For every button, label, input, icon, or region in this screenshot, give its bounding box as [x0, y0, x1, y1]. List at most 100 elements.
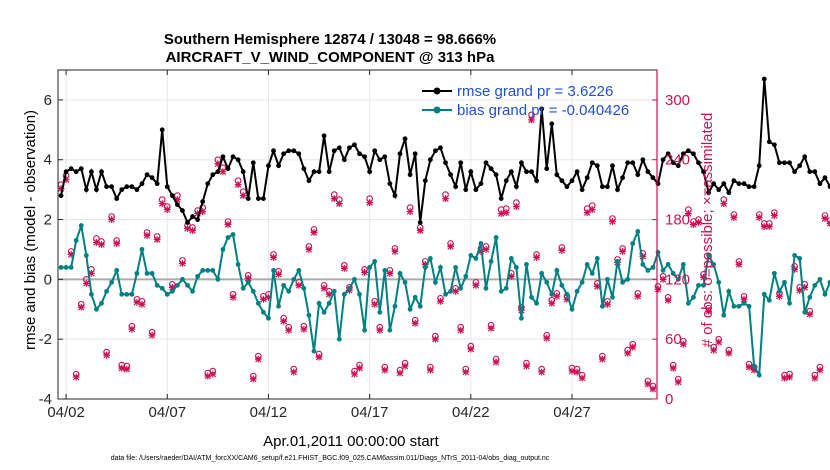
bias-point	[392, 303, 398, 309]
bias-point	[807, 294, 813, 300]
rmse-point	[529, 169, 534, 175]
obs-assimilated-marker	[695, 219, 702, 226]
x-tick-label: 04/22	[452, 404, 490, 421]
rmse-point	[787, 160, 792, 166]
bias-point	[240, 285, 246, 291]
bias-point	[174, 282, 180, 288]
bias-point	[559, 282, 565, 288]
bias-point	[139, 247, 145, 252]
obs-assimilated-marker	[254, 355, 262, 363]
rmse-point	[83, 187, 89, 193]
bias-point	[422, 265, 428, 270]
obs-assimilated-marker	[715, 338, 723, 346]
bias-point	[473, 256, 479, 261]
obs-assimilated-marker	[760, 223, 768, 230]
rmse-point	[306, 178, 312, 184]
bias-point	[185, 282, 190, 288]
bias-point	[291, 276, 297, 282]
rmse-point	[250, 160, 256, 166]
rmse-point	[458, 160, 464, 166]
bias-point	[83, 253, 89, 258]
obs-assimilated-marker	[700, 273, 707, 281]
obs-assimilated-marker	[285, 326, 293, 334]
bias-point	[761, 291, 767, 297]
bias-point	[124, 291, 130, 297]
bias-point	[154, 282, 160, 288]
bias-point	[382, 267, 388, 273]
obs-assimilated-marker	[548, 299, 556, 307]
rmse-point	[245, 196, 251, 202]
obs-assimilated-marker	[487, 324, 495, 332]
bias-point	[210, 267, 216, 273]
obs-assimilated-marker	[669, 364, 677, 372]
y-tick-label-right: 120	[665, 271, 690, 288]
bias-point	[250, 288, 256, 294]
obs-assimilated-marker	[588, 206, 596, 213]
bias-point	[579, 279, 585, 285]
rmse-point	[716, 187, 722, 193]
x-tick-label: 04/12	[250, 404, 288, 421]
rmse-point	[104, 184, 109, 190]
obs-assimilated-marker	[421, 261, 429, 268]
bias-point	[134, 270, 140, 276]
obs-assimilated-marker	[153, 236, 161, 243]
y-axis-label-left: rmse and bias (model - observation)	[22, 110, 39, 350]
bias-point	[306, 312, 312, 318]
obs-assimilated-marker	[305, 246, 313, 253]
rmse-point	[372, 148, 378, 154]
rmse-point	[731, 178, 737, 184]
rmse-point	[180, 208, 185, 213]
bias-point	[817, 276, 823, 282]
bias-point	[782, 279, 787, 285]
bias-point	[787, 300, 792, 306]
rmse-point	[797, 163, 803, 169]
rmse-point	[564, 184, 570, 190]
obs-assimilated-marker	[735, 261, 743, 268]
bias-point	[589, 270, 595, 276]
bias-line	[61, 225, 830, 379]
obs-assimilated-marker	[604, 300, 611, 308]
rmse-point	[630, 160, 636, 166]
bias-point	[721, 312, 727, 318]
rmse-point	[215, 169, 221, 175]
obs-assimilated-marker	[770, 212, 778, 219]
obs-assimilated-marker	[275, 270, 282, 278]
obs-assimilated-marker	[295, 281, 303, 289]
obs-assimilated-marker	[730, 214, 738, 221]
bias-point	[670, 270, 676, 276]
rmse-point	[220, 154, 226, 160]
bias-point	[362, 327, 367, 333]
rmse-point	[680, 151, 686, 157]
rmse-point	[68, 166, 74, 172]
obs-count-markers	[57, 111, 830, 393]
rmse-point	[675, 163, 681, 169]
obs-assimilated-marker	[755, 214, 763, 221]
rmse-point	[777, 160, 782, 166]
bias-point	[771, 270, 777, 276]
obs-assimilated-marker	[249, 375, 257, 383]
rmse-point	[291, 148, 297, 154]
bias-point	[802, 309, 808, 315]
y-tick-label-right: 300	[665, 92, 690, 109]
x-tick-label: 04/27	[553, 404, 591, 421]
rmse-point	[331, 148, 337, 154]
obs-assimilated-marker	[452, 287, 460, 295]
bias-point	[685, 300, 691, 306]
obs-assimilated-marker	[512, 203, 520, 210]
obs-assimilated-marker	[765, 223, 773, 230]
rmse-point	[579, 187, 585, 193]
obs-assimilated-marker	[492, 358, 500, 366]
obs-assimilated-marker	[214, 160, 222, 168]
legend: rmse grand pr = 3.6226 bias grand pr = -0…	[422, 83, 629, 119]
rmse-point	[109, 184, 115, 190]
bias-point	[104, 288, 109, 294]
obs-assimilated-marker	[507, 272, 515, 280]
bias-point	[402, 279, 408, 285]
bias-point	[529, 294, 534, 300]
bias-point	[640, 262, 646, 267]
obs-assimilated-marker	[143, 232, 151, 239]
bias-point	[766, 297, 772, 303]
obs-assimilated-marker	[543, 334, 551, 342]
bias-point	[453, 265, 459, 270]
rmse-point	[159, 127, 165, 133]
